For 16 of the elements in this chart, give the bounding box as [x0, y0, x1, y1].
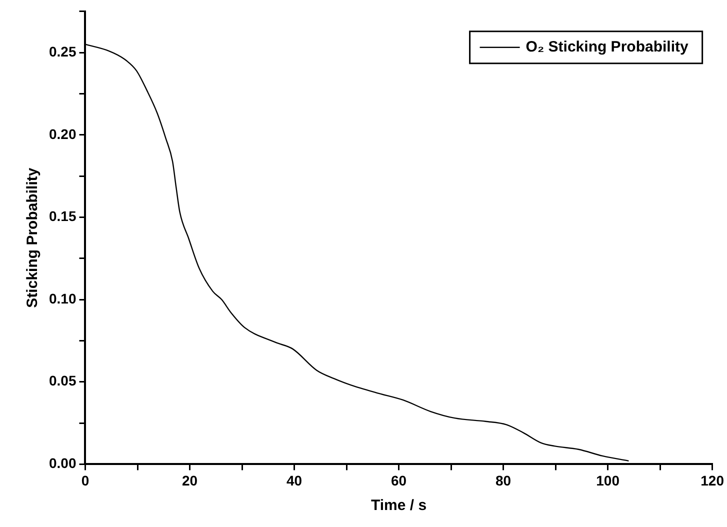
y-tick-label: 0.20	[49, 126, 76, 142]
y-tick-label: 0.05	[49, 372, 76, 389]
x-tick-label: 120	[700, 472, 724, 488]
legend-label: O₂ Sticking Probability	[526, 38, 689, 56]
y-tick-label: 0.10	[49, 290, 76, 306]
x-tick-label: 20	[182, 472, 198, 488]
y-tick-label: 0.15	[49, 208, 76, 224]
y-tick-label: 0.25	[49, 43, 76, 60]
x-tick-label: 80	[496, 472, 512, 488]
x-tick-label: 100	[596, 472, 620, 488]
x-tick-label: 0	[81, 472, 90, 488]
y-axis-title: Sticking Probability	[24, 167, 42, 308]
x-tick-label: 40	[286, 472, 302, 488]
y-tick-label: 0.00	[49, 455, 76, 472]
x-axis-title: Time / s	[370, 497, 427, 514]
x-tick-label: 60	[390, 472, 407, 488]
